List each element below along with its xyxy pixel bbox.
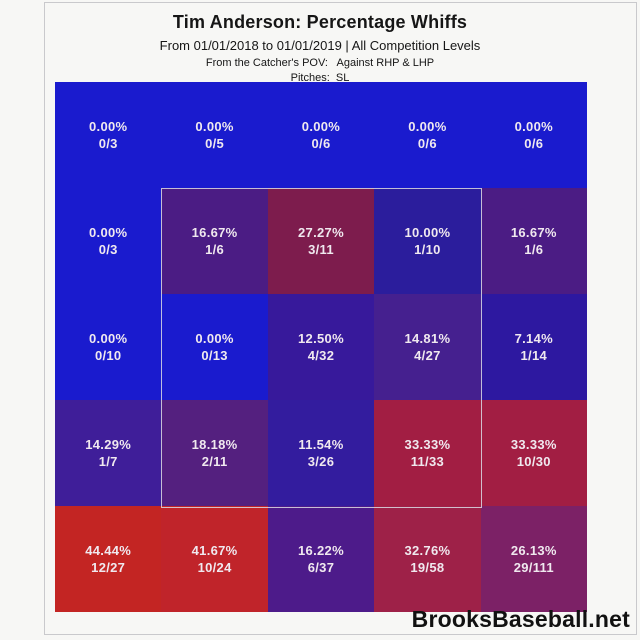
cell-fraction: 1/14: [520, 348, 548, 363]
cell-fraction: 3/26: [307, 454, 335, 469]
heatmap-cell: 33.33% 10/30: [480, 400, 587, 506]
cell-percentage: 0.00%: [89, 119, 128, 134]
cell-fraction: 10/30: [516, 454, 551, 469]
cell-percentage: 32.76%: [404, 543, 451, 558]
cell-percentage: 11.54%: [298, 437, 344, 452]
heatmap-cell: 18.18% 2/11: [161, 400, 268, 506]
heatmap-cell: 44.44% 12/27: [55, 506, 162, 612]
cell-fraction: 11/33: [410, 454, 445, 469]
cell-percentage: 7.14%: [514, 331, 553, 346]
brooksbaseball-watermark: BrooksBaseball.net: [411, 606, 630, 632]
pitch-type-subtitle: Pitches: SL: [290, 72, 350, 84]
heatmap-cell: 16.22% 6/37: [267, 506, 375, 612]
pov-subtitle: From the Catcher's POV: Against RHP & LH…: [205, 57, 435, 69]
heatmap-cell: 0.00% 0/6: [267, 82, 375, 188]
cell-percentage: 0.00%: [195, 331, 234, 346]
heatmap-cell: 16.67% 1/6: [161, 188, 268, 294]
cell-percentage: 0.00%: [195, 119, 234, 134]
cell-fraction: 1/6: [205, 242, 225, 257]
heatmap-cell: 41.67% 10/24: [161, 506, 268, 612]
heatmap-cell: 32.76% 19/58: [374, 506, 481, 612]
cell-fraction: 4/27: [414, 348, 441, 363]
chart-header: Tim Anderson: Percentage Whiffs From 01/…: [0, 12, 640, 84]
cell-fraction: 3/11: [308, 242, 334, 257]
cell-fraction: 4/32: [307, 348, 335, 363]
cell-percentage: 14.29%: [85, 437, 132, 452]
cell-percentage: 0.00%: [89, 225, 128, 240]
cell-fraction: 0/3: [98, 136, 118, 151]
cell-percentage: 44.44%: [85, 543, 132, 558]
heatmap-cell: 26.13% 29/111: [480, 506, 587, 612]
heatmap-cell: 11.54% 3/26: [267, 400, 375, 506]
heatmap-cell: 14.29% 1/7: [55, 400, 162, 506]
heatmap-cell: 0.00% 0/6: [374, 82, 481, 188]
heatmap-cell: 12.50% 4/32: [267, 294, 375, 400]
heatmap-cell: 14.81% 4/27: [374, 294, 481, 400]
cell-percentage: 33.33%: [510, 437, 557, 452]
cell-fraction: 19/58: [410, 560, 445, 575]
cell-fraction: 2/11: [201, 454, 228, 469]
cell-percentage: 16.22%: [298, 543, 344, 558]
heatmap-cell: 0.00% 0/3: [55, 188, 162, 294]
cell-percentage: 14.81%: [404, 331, 451, 346]
cell-fraction: 0/6: [311, 136, 331, 151]
cell-percentage: 16.67%: [191, 225, 238, 240]
page-title: Tim Anderson: Percentage Whiffs: [172, 12, 468, 32]
heatmap-cell: 16.67% 1/6: [480, 188, 587, 294]
whiff-heatmap: 0.00% 0/3 0.00% 0/5 0.00% 0/6 0.00% 0/6 0.00…: [55, 82, 587, 612]
heatmap-cell: 33.33% 11/33: [374, 400, 481, 506]
heatmap-cell: 10.00% 1/10: [374, 188, 481, 294]
heatmap-cell: 0.00% 0/5: [161, 82, 268, 188]
cell-percentage: 27.27%: [298, 225, 344, 240]
cell-percentage: 41.67%: [191, 543, 238, 558]
cell-fraction: 0/10: [94, 348, 122, 363]
cell-fraction: 1/6: [524, 242, 544, 257]
heatmap-cell: 7.14% 1/14: [480, 294, 587, 400]
heatmap-cell: 27.27% 3/11: [267, 188, 375, 294]
cell-fraction: 0/13: [201, 348, 228, 363]
cell-percentage: 10.00%: [404, 225, 451, 240]
cell-percentage: 26.13%: [510, 543, 557, 558]
date-range-subtitle: From 01/01/2018 to 01/01/2019 | All Comp…: [159, 38, 481, 53]
cell-percentage: 16.67%: [510, 225, 557, 240]
cell-fraction: 0/6: [417, 136, 437, 151]
heatmap-cell: 0.00% 0/10: [55, 294, 162, 400]
heatmap-cell: 0.00% 0/13: [161, 294, 268, 400]
cell-percentage: 0.00%: [301, 119, 341, 134]
cell-fraction: 1/7: [98, 454, 118, 469]
cell-fraction: 29/111: [513, 560, 554, 575]
heatmap-cell: 0.00% 0/6: [480, 82, 587, 188]
cell-percentage: 33.33%: [404, 437, 451, 452]
cell-percentage: 0.00%: [514, 119, 553, 134]
cell-fraction: 0/5: [205, 136, 225, 151]
heatmap-cell: 0.00% 0/3: [55, 82, 162, 188]
cell-fraction: 0/3: [98, 242, 118, 257]
cell-fraction: 12/27: [91, 560, 126, 575]
cell-fraction: 0/6: [524, 136, 544, 151]
cell-percentage: 0.00%: [89, 331, 128, 346]
cell-percentage: 18.18%: [191, 437, 238, 452]
cell-fraction: 10/24: [197, 560, 232, 575]
cell-percentage: 12.50%: [298, 331, 344, 346]
cell-fraction: 6/37: [307, 560, 335, 575]
cell-fraction: 1/10: [414, 242, 441, 257]
cell-percentage: 0.00%: [408, 119, 447, 134]
